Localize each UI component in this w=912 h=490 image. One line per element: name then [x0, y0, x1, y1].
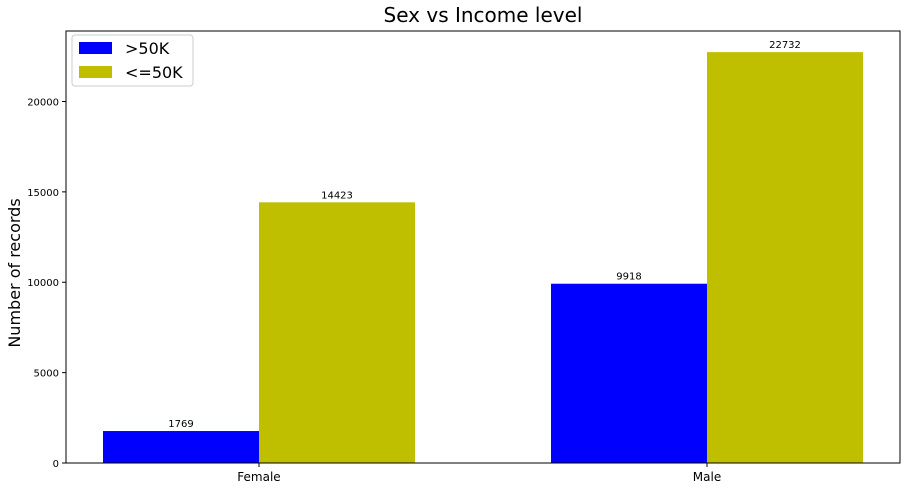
bar-over-50k-male	[551, 283, 707, 463]
bar-over-50k-female	[103, 431, 259, 463]
y-tick-label: 15000	[27, 188, 59, 199]
chart-title: Sex vs Income level	[384, 3, 583, 27]
plot-area: 0 5000 10000 15000 20000 1769 9918 14423 22732 Fe…	[27, 40, 863, 484]
legend: >50K <=50K	[71, 34, 194, 87]
legend-label: <=50K	[125, 63, 183, 82]
plot-frame	[65, 30, 901, 464]
y-tick-label: 10000	[27, 278, 59, 289]
x-tick-label: Female	[237, 470, 280, 484]
bar-data-label: 14423	[321, 190, 353, 201]
bar-under-50k-female	[259, 202, 415, 463]
y-axis-label: Number of records	[5, 198, 24, 347]
legend-swatch	[79, 66, 112, 78]
y-tick-label: 5000	[34, 369, 59, 380]
x-tick-label: Male	[693, 470, 721, 484]
bar-under-50k-male	[707, 52, 863, 463]
legend-swatch	[79, 42, 112, 54]
bar-data-label: 9918	[616, 272, 641, 283]
bar-data-label: 22732	[769, 40, 801, 51]
bar-data-label: 1769	[168, 419, 193, 430]
y-tick-label: 0	[53, 459, 59, 470]
legend-label: >50K	[125, 39, 170, 58]
y-tick-label: 20000	[27, 97, 59, 108]
